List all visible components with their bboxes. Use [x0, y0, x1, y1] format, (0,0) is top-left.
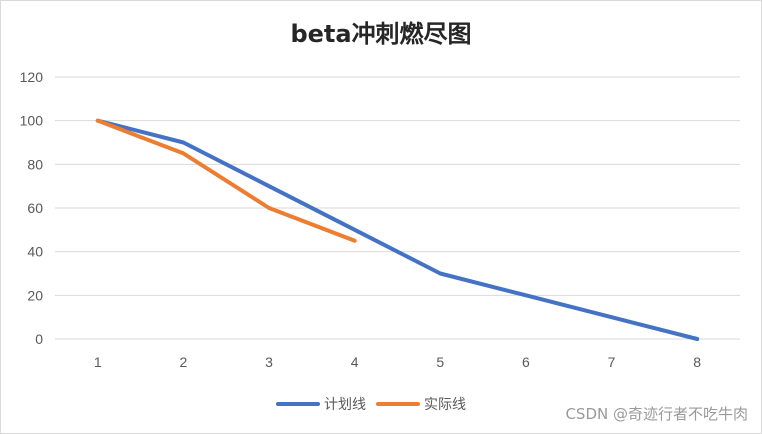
legend: 计划线 实际线	[276, 397, 466, 413]
x-tick-label: 8	[693, 354, 701, 370]
legend-label: 计划线	[324, 397, 366, 413]
y-axis-ticks: 0 20 40 60 80 100 120	[20, 69, 44, 347]
x-tick-label: 2	[180, 354, 188, 370]
x-tick-label: 4	[351, 354, 359, 370]
y-tick-label: 100	[20, 113, 44, 129]
y-tick-label: 40	[27, 244, 43, 260]
y-tick-label: 20	[27, 287, 43, 303]
x-axis-ticks: 1 2 3 4 5 6 7 8	[94, 354, 701, 370]
chart-title: beta冲刺燃尽图	[290, 20, 472, 48]
x-tick-label: 7	[608, 354, 616, 370]
x-tick-label: 6	[522, 354, 530, 370]
x-tick-label: 5	[436, 354, 444, 370]
x-tick-label: 1	[94, 354, 102, 370]
y-tick-label: 60	[27, 200, 43, 216]
series-line-actual	[95, 118, 357, 243]
gridlines	[55, 76, 740, 340]
x-tick-label: 3	[265, 354, 273, 370]
y-tick-label: 0	[35, 331, 43, 347]
series-line-plan	[95, 118, 700, 341]
legend-label: 实际线	[424, 397, 466, 413]
series-lines	[95, 118, 700, 341]
y-tick-label: 120	[20, 69, 44, 85]
y-tick-label: 80	[27, 156, 43, 172]
watermark: CSDN @奇迹行者不吃牛肉	[565, 405, 748, 423]
